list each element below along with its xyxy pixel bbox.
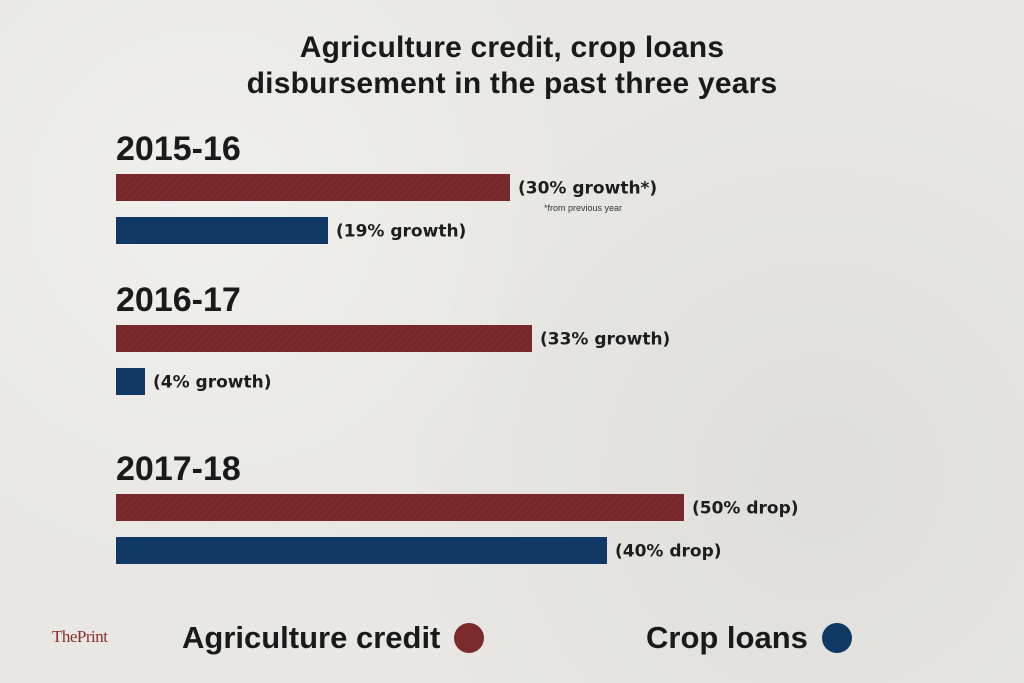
bar-crop-loans-2017-18 bbox=[116, 537, 607, 564]
bar-texture-agriculture-credit-2017-18 bbox=[116, 494, 684, 521]
chart-title: Agriculture credit, crop loans disbursem… bbox=[0, 30, 1024, 102]
group-label-2016-17: 2016-17 bbox=[116, 281, 241, 319]
group-label-2017-18: 2017-18 bbox=[116, 450, 241, 488]
group-label-2015-16: 2015-16 bbox=[116, 130, 241, 168]
bar-label-agriculture-credit-2016-17: (33% growth) bbox=[540, 330, 670, 350]
footnote: *from previous year bbox=[544, 203, 622, 213]
theprint-logo: ThePrint bbox=[52, 627, 108, 646]
bar-crop-loans-2016-17 bbox=[116, 368, 145, 395]
bar-label-crop-loans-2016-17: (4% growth) bbox=[153, 373, 272, 393]
legend-label-crop-loans: Crop loans bbox=[646, 620, 808, 655]
bar-label-crop-loans-2015-16: (19% growth) bbox=[336, 222, 466, 242]
bar-texture-agriculture-credit-2016-17 bbox=[116, 325, 532, 352]
legend-item-crop-loans: Crop loans bbox=[646, 616, 852, 660]
bar-label-agriculture-credit-2017-18: (50% drop) bbox=[692, 499, 799, 519]
bar-label-crop-loans-2017-18: (40% drop) bbox=[615, 542, 722, 562]
legend-swatch-crop-loans bbox=[821, 623, 852, 653]
bar-crop-loans-2015-16 bbox=[116, 217, 328, 244]
bar-texture-agriculture-credit-2015-16 bbox=[116, 174, 510, 201]
chart-title-line1: Agriculture credit, crop loans bbox=[299, 31, 725, 64]
bar-label-agriculture-credit-2015-16: (30% growth*) bbox=[518, 179, 657, 199]
chart-title-line2: disbursement in the past three years bbox=[246, 67, 778, 100]
legend-swatch-agriculture-credit bbox=[454, 623, 485, 653]
legend-label-agriculture-credit: Agriculture credit bbox=[182, 620, 441, 655]
legend-item-agriculture-credit: Agriculture credit bbox=[182, 616, 485, 660]
